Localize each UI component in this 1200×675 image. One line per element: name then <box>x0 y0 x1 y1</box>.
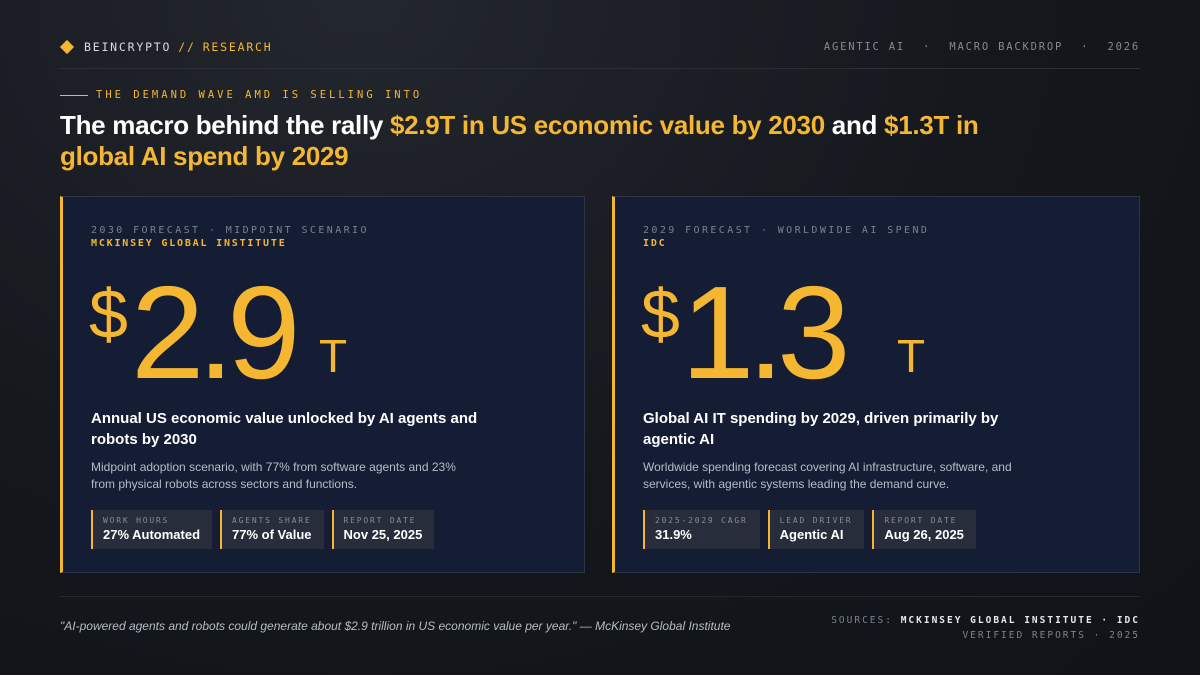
value-number: 2.9 <box>131 259 300 406</box>
stats-row: 2025-2029 CAGR 31.9% LEAD DRIVER Agentic… <box>643 510 984 549</box>
stat-cagr: 2025-2029 CAGR 31.9% <box>643 510 760 549</box>
tag-separator: · <box>923 41 932 53</box>
card-headline: Global AI IT spending by 2029, driven pr… <box>643 410 999 448</box>
header: BEINCRYPTO // RESEARCH AGENTIC AI · MACR… <box>59 38 1140 69</box>
stat-label: AGENTS SHARE <box>232 516 312 525</box>
brand-section: RESEARCH <box>202 40 273 54</box>
eyebrow-text: THE DEMAND WAVE AMD IS SELLING INTO <box>96 89 423 101</box>
value-unit: T <box>319 330 348 382</box>
tag-separator: · <box>1081 41 1090 53</box>
value-unit: T <box>897 330 926 382</box>
eyebrow: THE DEMAND WAVE AMD IS SELLING INTO <box>60 89 422 101</box>
value-number: 1.3 <box>681 259 850 406</box>
stat-value: Aug 26, 2025 <box>884 527 964 542</box>
card-source: IDC <box>643 238 667 249</box>
stat-report-date: REPORT DATE Nov 25, 2025 <box>331 510 435 549</box>
stat-label: LEAD DRIVER <box>779 516 853 525</box>
title-highlight1: $2.9T in US economic value by 2030 <box>389 110 825 140</box>
stats-row: WORK HOURS 27% Automated AGENTS SHARE 77… <box>91 510 442 549</box>
currency-symbol: $ <box>89 275 128 353</box>
brand-name: BEINCRYPTO <box>84 40 172 54</box>
page-title: The macro behind the rally $2.9T in US e… <box>60 110 990 172</box>
forecast-card-idc: 2029 FORECAST · WORLDWIDE AI SPEND IDC $… <box>612 196 1140 573</box>
header-tags: AGENTIC AI · MACRO BACKDROP · 2026 <box>824 41 1140 53</box>
forecast-card-mckinsey: 2030 FORECAST · MIDPOINT SCENARIO MCKINS… <box>60 196 585 573</box>
brand: BEINCRYPTO // RESEARCH <box>59 39 273 55</box>
stat-agents-share: AGENTS SHARE 77% of Value <box>220 510 324 549</box>
card-source: MCKINSEY GLOBAL INSTITUTE <box>91 238 287 249</box>
stat-value: 77% of Value <box>232 527 312 542</box>
footer-quote: "AI-powered agents and robots could gene… <box>60 619 730 633</box>
stat-lead-driver: LEAD DRIVER Agentic AI <box>767 510 865 549</box>
title-part1: The macro behind the rally <box>60 110 390 140</box>
card-category: 2029 FORECAST · WORLDWIDE AI SPEND <box>643 225 930 236</box>
eyebrow-rule <box>60 94 88 96</box>
brand-separator: // <box>178 40 196 54</box>
card-description: Worldwide spending forecast covering AI … <box>643 460 1012 491</box>
stat-report-date: REPORT DATE Aug 26, 2025 <box>872 510 976 549</box>
title-highlight2: $1.3T in global AI spend by 2029 <box>60 110 979 171</box>
card-headline: Annual US economic value unlocked by AI … <box>91 410 478 448</box>
stat-label: REPORT DATE <box>343 516 417 525</box>
tag-agentic-ai: AGENTIC AI <box>823 41 906 53</box>
currency-symbol: $ <box>641 275 680 353</box>
diamond-logo-icon <box>59 39 75 55</box>
quote-text: "AI-powered agents and robots could gene… <box>60 619 577 633</box>
stat-work-hours: WORK HOURS 27% Automated <box>91 510 213 549</box>
tag-macro-backdrop: MACRO BACKDROP <box>949 41 1064 53</box>
sources-label: SOURCES: <box>831 615 893 626</box>
sources-line: SOURCES: MCKINSEY GLOBAL INSTITUTE · IDC <box>831 613 1140 628</box>
stat-value: 31.9% <box>655 527 692 542</box>
quote-attribution: — McKinsey Global Institute <box>579 619 731 633</box>
stat-value: 27% Automated <box>103 527 201 542</box>
footer-divider <box>60 596 1140 597</box>
stat-label: REPORT DATE <box>884 516 958 525</box>
card-description: Midpoint adoption scenario, with 77% fro… <box>91 460 456 491</box>
sources: SOURCES: MCKINSEY GLOBAL INSTITUTE · IDC… <box>831 613 1140 643</box>
title-part2: and <box>824 110 885 140</box>
card-category: 2030 FORECAST · MIDPOINT SCENARIO <box>91 225 369 236</box>
sources-value: MCKINSEY GLOBAL INSTITUTE · IDC <box>900 615 1140 626</box>
stat-value: Agentic AI <box>779 527 844 542</box>
stat-label: WORK HOURS <box>103 516 170 525</box>
verified-line: VERIFIED REPORTS · 2025 <box>962 630 1140 641</box>
stat-value: Nov 25, 2025 <box>343 527 423 542</box>
tag-year: 2026 <box>1107 41 1140 53</box>
stat-label: 2025-2029 CAGR <box>655 516 748 525</box>
